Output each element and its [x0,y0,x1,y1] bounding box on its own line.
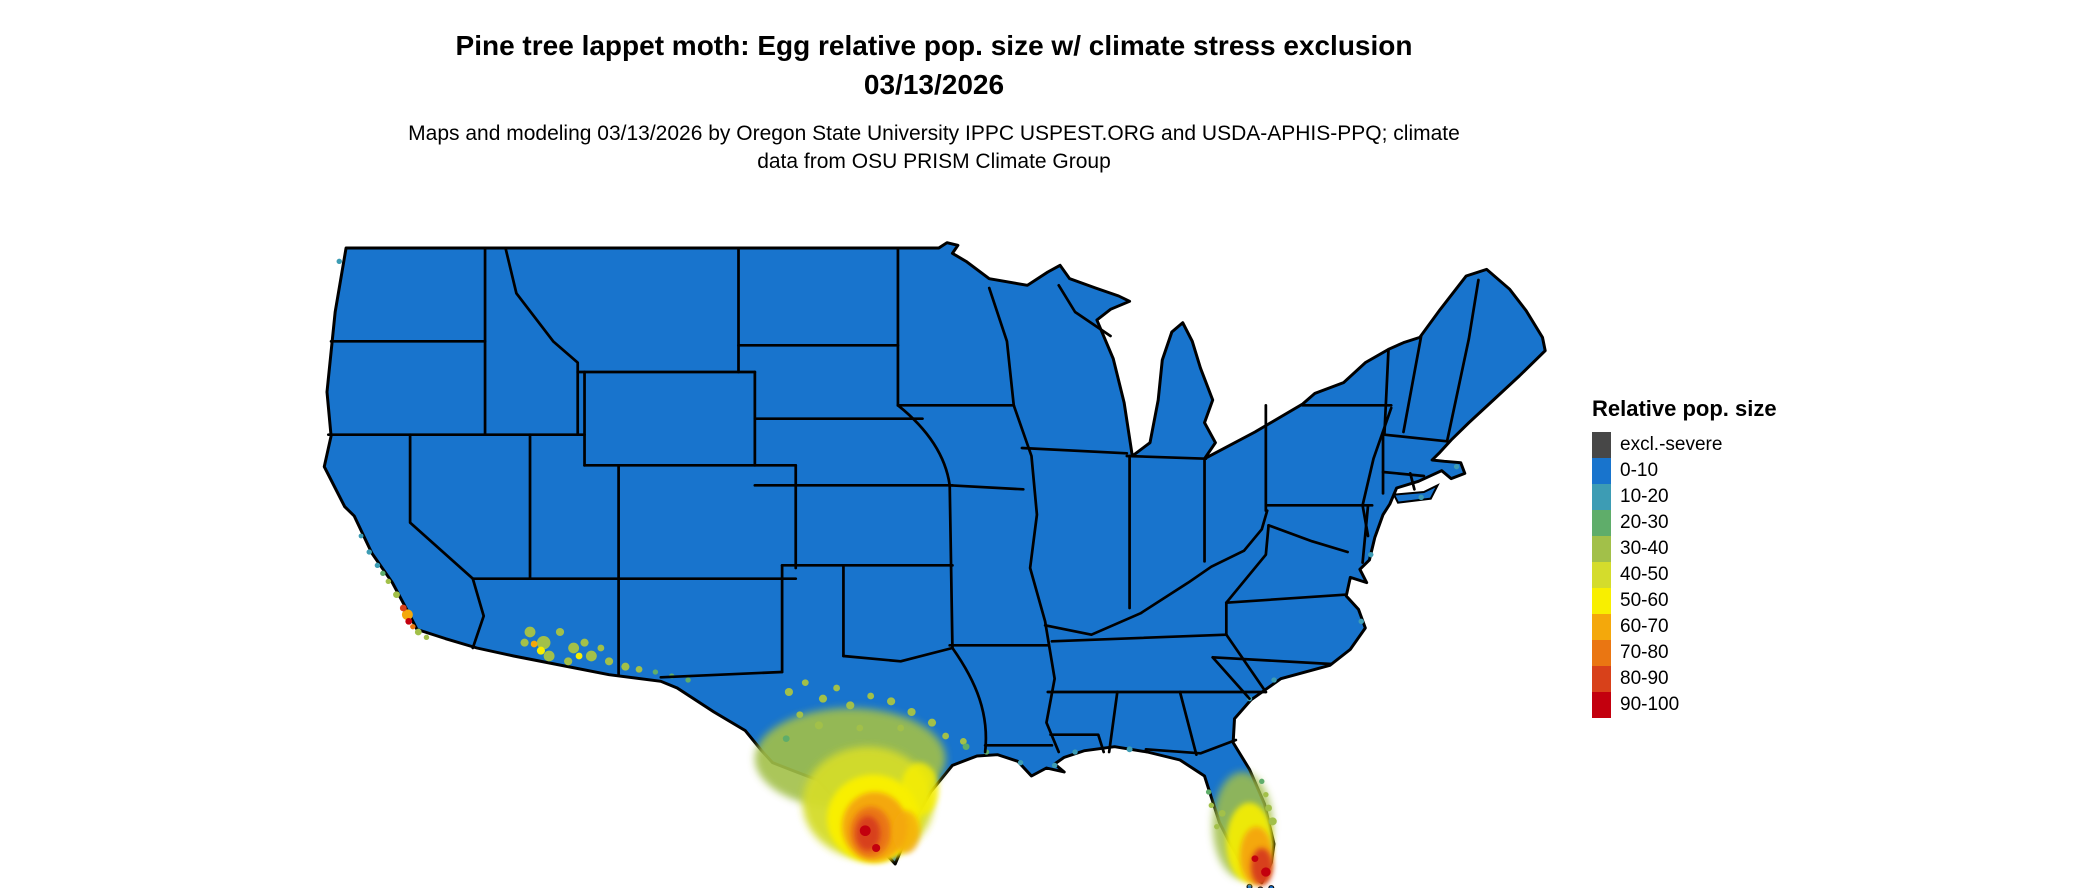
legend-item: 20-30 [1592,510,1852,536]
legend-item: 50-60 [1592,588,1852,614]
legend-swatch [1592,484,1611,510]
state-borders [326,246,1480,756]
legend-swatch [1592,432,1611,458]
legend-item: 90-100 [1592,692,1852,718]
map-title: Pine tree lappet moth: Egg relative pop.… [455,30,1413,101]
us-map-container [312,232,1552,888]
legend-item: 40-50 [1592,562,1852,588]
legend-item: 10-20 [1592,484,1852,510]
legend-swatch [1592,458,1611,484]
legend-label: 50-60 [1620,590,1669,611]
legend-item: 80-90 [1592,666,1852,692]
legend-swatch [1592,640,1611,666]
legend-label: 70-80 [1620,642,1669,663]
legend-swatch [1592,692,1611,718]
hotspot-socal [358,533,430,640]
legend-label: excl.-severe [1620,434,1723,455]
coastal-fringe-speckles [336,258,1460,702]
legend-item: 0-10 [1592,458,1852,484]
legend-label: 80-90 [1620,668,1669,689]
legend-label: 90-100 [1620,694,1680,715]
legend-swatch [1592,536,1611,562]
florida-speckles [1205,778,1277,830]
legend-item: 30-40 [1592,536,1852,562]
map-subtitle: Maps and modeling 03/13/2026 by Oregon S… [408,122,1460,174]
florida-keys [1246,883,1275,888]
us-outline [322,241,1547,885]
legend-item: 70-80 [1592,640,1852,666]
legend-swatch [1592,588,1611,614]
legend-items: excl.-severe 0-10 10-20 20-30 30-40 40-5… [1592,432,1852,718]
legend-swatch [1592,562,1611,588]
texas-speckles [782,679,1133,768]
hotspot-texas [754,679,1133,863]
legend-item: excl.-severe [1592,432,1852,458]
map-header: Pine tree lappet moth: Egg relative pop.… [334,26,1534,176]
legend-label: 0-10 [1620,460,1659,481]
legend-label: 20-30 [1620,512,1669,533]
legend-swatch [1592,666,1611,692]
hotspot-arizona [520,626,691,683]
legend-swatch [1592,510,1611,536]
legend-label: 40-50 [1620,564,1669,585]
map-legend: Relative pop. size excl.-severe 0-10 10-… [1592,396,1852,718]
legend-label: 60-70 [1620,616,1669,637]
legend-item: 60-70 [1592,614,1852,640]
legend-label: 30-40 [1620,538,1669,559]
hotspot-florida [1205,772,1277,886]
long-island [1392,483,1440,504]
us-map [322,241,1547,888]
legend-title: Relative pop. size [1592,396,1777,421]
legend-label: 10-20 [1620,486,1669,507]
legend-swatch [1592,614,1611,640]
